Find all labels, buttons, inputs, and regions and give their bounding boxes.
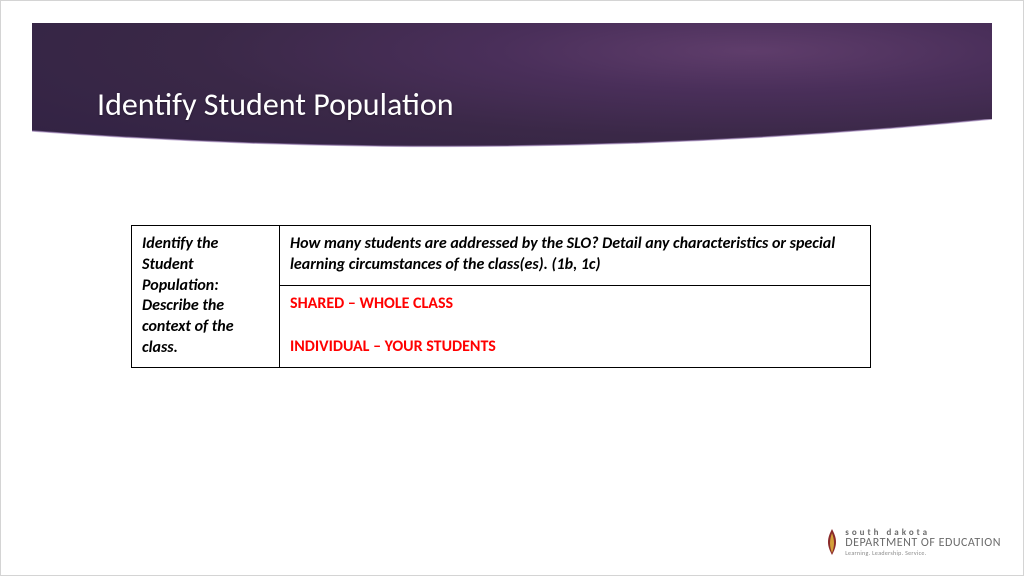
footer-logo: south dakota DEPARTMENT OF EDUCATION Lea… bbox=[825, 527, 1001, 557]
slo-table: Identify the Student Population: Describ… bbox=[131, 225, 871, 368]
answer-line-1: SHARED – WHOLE CLASS bbox=[290, 294, 453, 313]
logo-tagline: Learning. Leadership. Service. bbox=[845, 550, 1001, 556]
header-band: Identify Student Population bbox=[32, 23, 992, 163]
content-area: Identify the Student Population: Describ… bbox=[131, 225, 871, 368]
logo-text-block: south dakota DEPARTMENT OF EDUCATION Lea… bbox=[845, 528, 1001, 556]
logo-department: DEPARTMENT OF EDUCATION bbox=[845, 537, 1001, 549]
header-curve-decoration bbox=[32, 119, 992, 164]
table-question-cell: How many students are addressed by the S… bbox=[280, 226, 871, 286]
table-left-header: Identify the Student Population: Describ… bbox=[132, 226, 280, 368]
answer-line-2: INDIVIDUAL – YOUR STUDENTS bbox=[290, 337, 860, 356]
table-answer-cell: SHARED – WHOLE CLASS INDIVIDUAL – YOUR S… bbox=[280, 286, 871, 367]
flame-icon bbox=[825, 527, 839, 557]
